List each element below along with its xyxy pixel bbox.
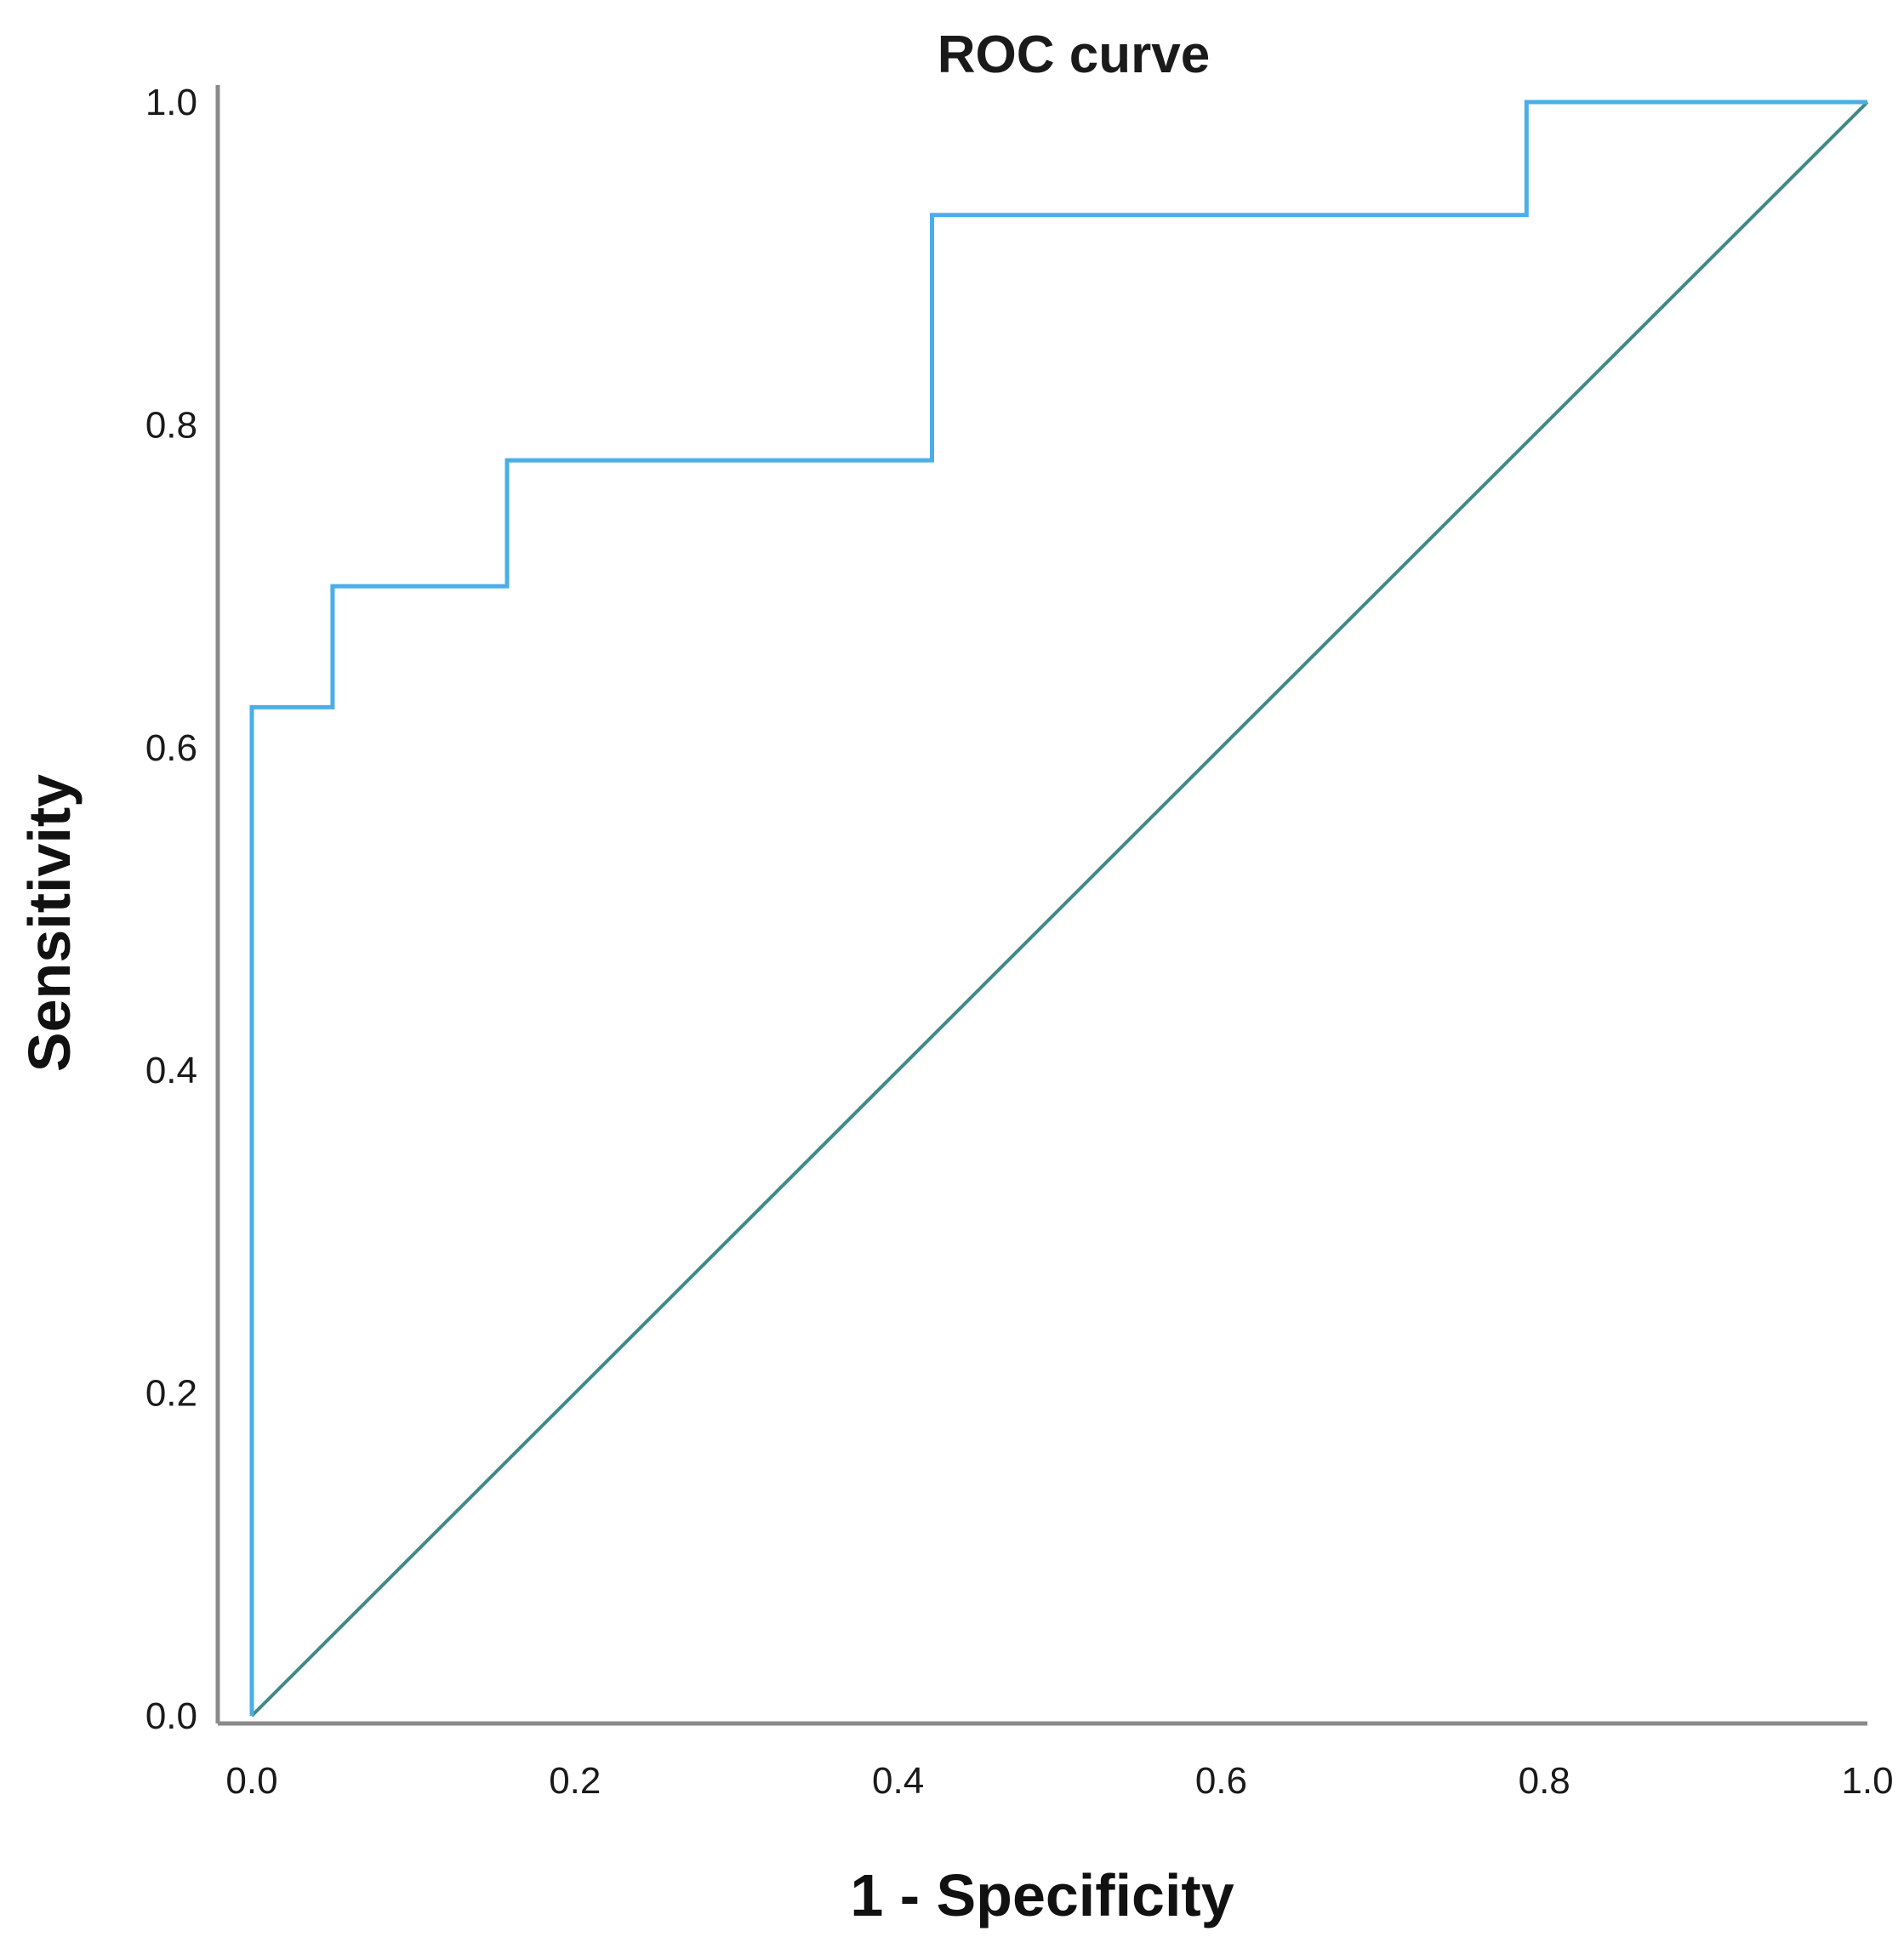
- x-tick-label: 0.0: [225, 1760, 277, 1802]
- x-tick-label: 0.6: [1195, 1760, 1247, 1802]
- y-tick-label: 1.0: [145, 82, 197, 123]
- y-tick-label: 0.0: [145, 1695, 197, 1737]
- roc-curve-line: [249, 100, 1867, 1716]
- x-tick-label: 1.0: [1841, 1760, 1893, 1802]
- x-tick-label: 0.2: [549, 1760, 601, 1802]
- plot-area: 0.0 0.2 0.4 0.6 0.8 1.0 0.0 0.2 0.4 0.6 0.8 1.0: [145, 82, 1894, 1802]
- x-axis-title: 1 - Specificity: [850, 1862, 1234, 1928]
- y-axis-title: Sensitivity: [16, 774, 83, 1072]
- chart-title: ROC curve: [938, 26, 1210, 84]
- y-tick-label: 0.4: [145, 1050, 197, 1091]
- x-tick-label: 0.4: [872, 1760, 924, 1802]
- x-tick-label: 0.8: [1519, 1760, 1571, 1802]
- y-tick-label: 0.2: [145, 1373, 197, 1415]
- y-tick-label: 0.8: [145, 404, 197, 446]
- y-tick-label: 0.6: [145, 727, 197, 769]
- reference-line: [250, 100, 1869, 1718]
